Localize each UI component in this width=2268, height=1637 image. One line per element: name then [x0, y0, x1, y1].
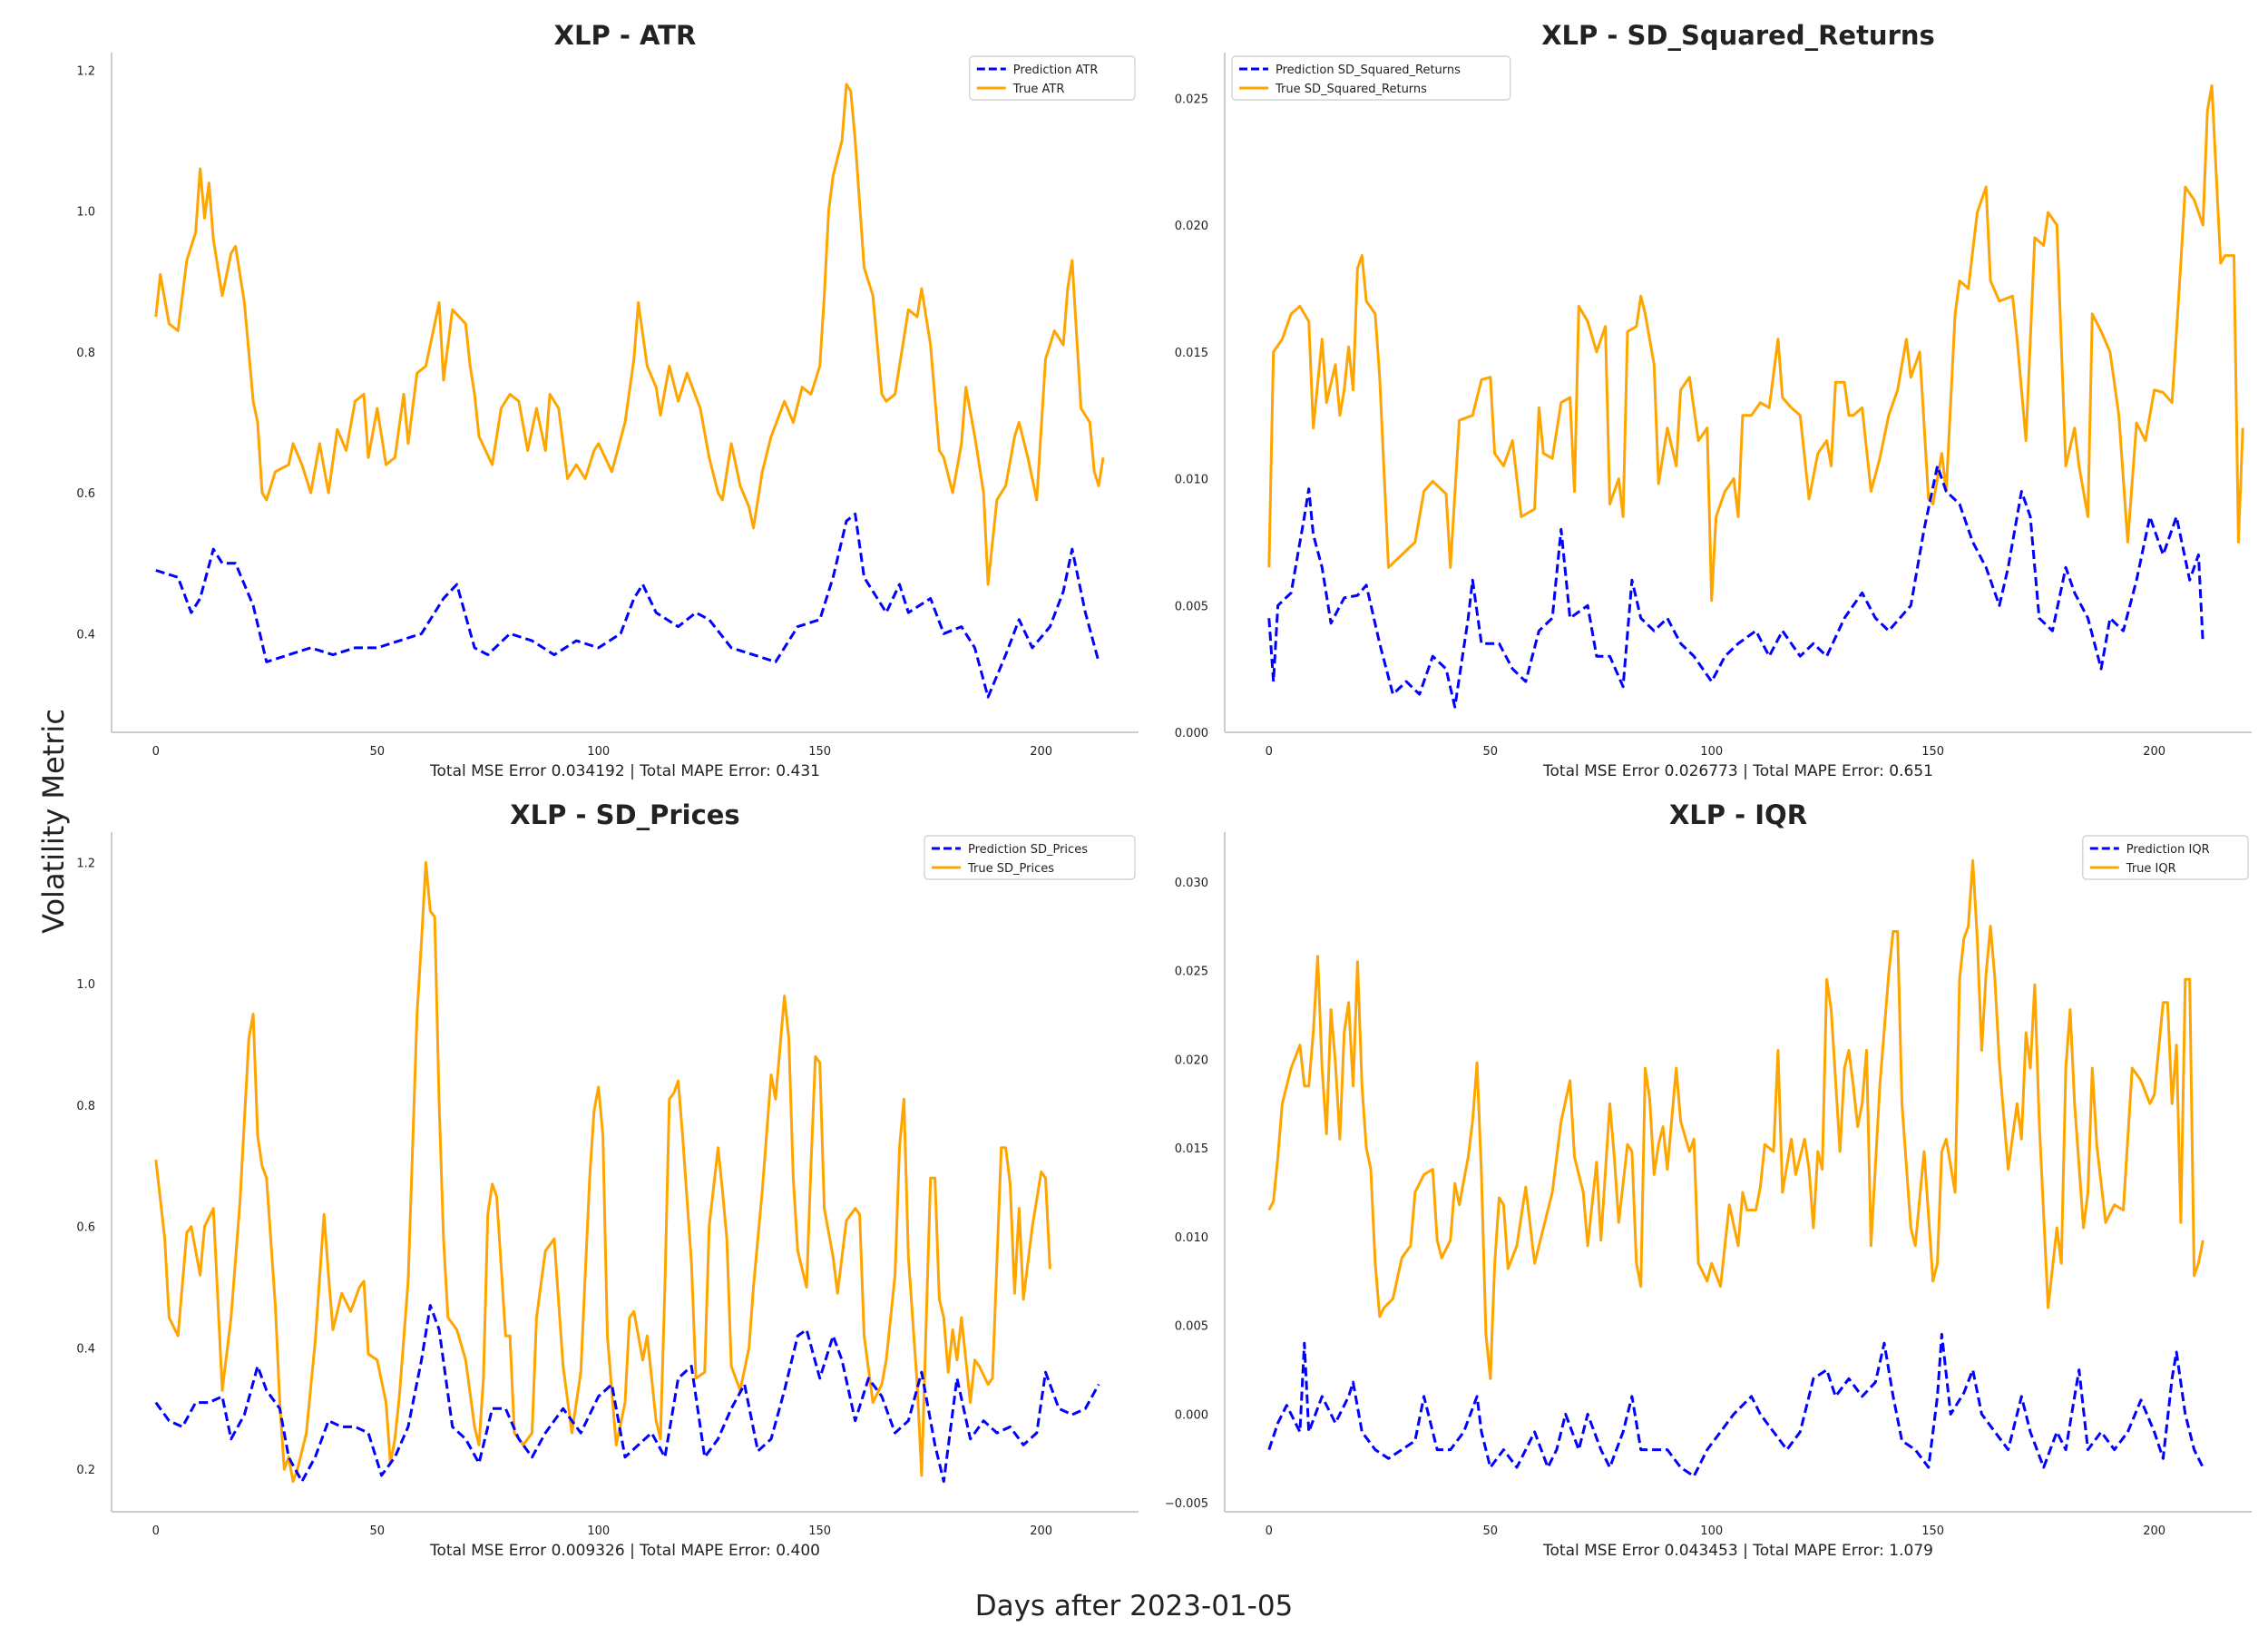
chart-panel-4: XLP - IQR 0 50 100 150 200 −0.005 0.000 0.005 0.0… — [1165, 799, 2252, 1560]
chart-panel-2: XLP - SD_Squared_Returns 0 50 100 150 200 0.00… — [1175, 20, 2252, 780]
x-tick-label: 200 — [2143, 1524, 2165, 1538]
error-caption: Total MSE Error 0.043453 | Total MAPE Er… — [1542, 1542, 1933, 1560]
y-tick-label: 0.020 — [1175, 1054, 1208, 1067]
figure-xlabel: Days after 2023-01-05 — [975, 1590, 1294, 1622]
series-line-prediction — [154, 1304, 1100, 1484]
x-tick-label: 50 — [369, 1524, 385, 1538]
series-line-true — [1267, 83, 2244, 603]
legend-label: Prediction SD_Squared_Returns — [1276, 64, 1461, 77]
chart-panel-3: XLP - SD_Prices 0 50 100 150 200 0.2 0.4 0.6 0.8 1… — [76, 799, 1139, 1560]
y-tick-label: 0.010 — [1175, 474, 1208, 487]
y-tick-label: 0.005 — [1175, 600, 1208, 613]
series-line-prediction — [1267, 465, 2204, 709]
y-tick-label: 0.020 — [1175, 220, 1208, 233]
legend-label: Prediction IQR — [2126, 843, 2210, 857]
legend: Prediction ATR True ATR — [969, 55, 1136, 101]
error-caption: Total MSE Error 0.026773 | Total MAPE Er… — [1542, 762, 1933, 780]
legend-label: True SD_Prices — [967, 862, 1054, 876]
x-tick-label: 50 — [1482, 745, 1498, 759]
x-tick-label: 200 — [2143, 745, 2165, 759]
x-tick-label: 150 — [808, 745, 831, 759]
y-tick-label: 0.015 — [1175, 1142, 1208, 1156]
y-tick-label: 0.005 — [1175, 1320, 1208, 1334]
y-tick-label: 0.8 — [76, 347, 95, 360]
y-tick-label: 1.2 — [76, 857, 95, 870]
legend-label: True ATR — [1012, 83, 1065, 96]
y-tick-label: 1.0 — [76, 978, 95, 992]
error-caption: Total MSE Error 0.034192 | Total MAPE Er… — [429, 762, 820, 780]
x-tick-label: 150 — [808, 1524, 831, 1538]
y-tick-label: 0.8 — [76, 1100, 95, 1113]
y-tick-label: 0.4 — [76, 628, 95, 642]
x-tick-label: 150 — [1921, 745, 1944, 759]
series-line-true — [154, 83, 1105, 586]
legend-box — [1231, 55, 1511, 101]
y-tick-label: 0.010 — [1175, 1231, 1208, 1245]
y-tick-label: 0.2 — [76, 1464, 95, 1477]
series-line-prediction — [155, 512, 1100, 699]
y-tick-label: 1.0 — [76, 206, 95, 220]
x-tick-label: 200 — [1030, 745, 1052, 759]
series-line-true — [1267, 858, 2204, 1380]
y-tick-label: 0.000 — [1175, 1408, 1208, 1422]
legend-label: True SD_Squared_Returns — [1275, 83, 1427, 96]
error-caption: Total MSE Error 0.009326 | Total MAPE Er… — [429, 1542, 820, 1560]
y-tick-label: 0.025 — [1175, 966, 1208, 979]
x-tick-label: 100 — [587, 745, 610, 759]
x-tick-label: 100 — [587, 1524, 610, 1538]
x-tick-label: 100 — [1700, 1524, 1723, 1538]
x-tick-label: 100 — [1700, 745, 1723, 759]
y-tick-label: 0.015 — [1175, 347, 1208, 360]
legend: Prediction SD_Prices True SD_Prices — [924, 835, 1136, 880]
legend-box — [924, 835, 1136, 880]
x-tick-label: 0 — [152, 745, 160, 759]
y-tick-label: −0.005 — [1165, 1497, 1208, 1511]
chart-title: XLP - IQR — [1669, 799, 1807, 830]
x-tick-label: 150 — [1921, 1524, 1944, 1538]
y-tick-label: 0.4 — [76, 1342, 95, 1356]
legend-box — [969, 55, 1136, 101]
y-tick-label: 0.000 — [1175, 727, 1208, 740]
x-tick-label: 0 — [152, 1524, 160, 1538]
legend-label: Prediction SD_Prices — [968, 843, 1088, 857]
legend-label: True IQR — [2126, 862, 2176, 876]
chart-title: XLP - SD_Prices — [510, 799, 739, 830]
legend-label: Prediction ATR — [1013, 64, 1099, 77]
chart-title: XLP - ATR — [554, 20, 697, 51]
legend: Prediction IQR True IQR — [2082, 835, 2249, 880]
y-tick-label: 0.6 — [76, 487, 95, 501]
x-tick-label: 0 — [1266, 1524, 1273, 1538]
legend-box — [2082, 835, 2249, 880]
series-line-true — [154, 860, 1051, 1484]
y-tick-label: 0.030 — [1175, 877, 1208, 890]
x-tick-label: 200 — [1030, 1524, 1052, 1538]
chart-title: XLP - SD_Squared_Returns — [1541, 20, 1935, 51]
y-tick-label: 1.2 — [76, 64, 95, 78]
x-tick-label: 0 — [1266, 745, 1273, 759]
x-tick-label: 50 — [369, 745, 385, 759]
chart-panel-1: XLP - ATR 0 50 100 150 200 0.4 0.6 0.8 1.0 1.2 Tota… — [76, 20, 1139, 780]
x-tick-label: 50 — [1482, 1524, 1498, 1538]
y-tick-label: 0.025 — [1175, 93, 1208, 106]
figure-ylabel: Volatility Metric — [36, 709, 71, 934]
legend: Prediction SD_Squared_Returns True SD_Squ… — [1231, 55, 1511, 101]
series-line-prediction — [1267, 1332, 2204, 1478]
y-tick-label: 0.6 — [76, 1221, 95, 1235]
